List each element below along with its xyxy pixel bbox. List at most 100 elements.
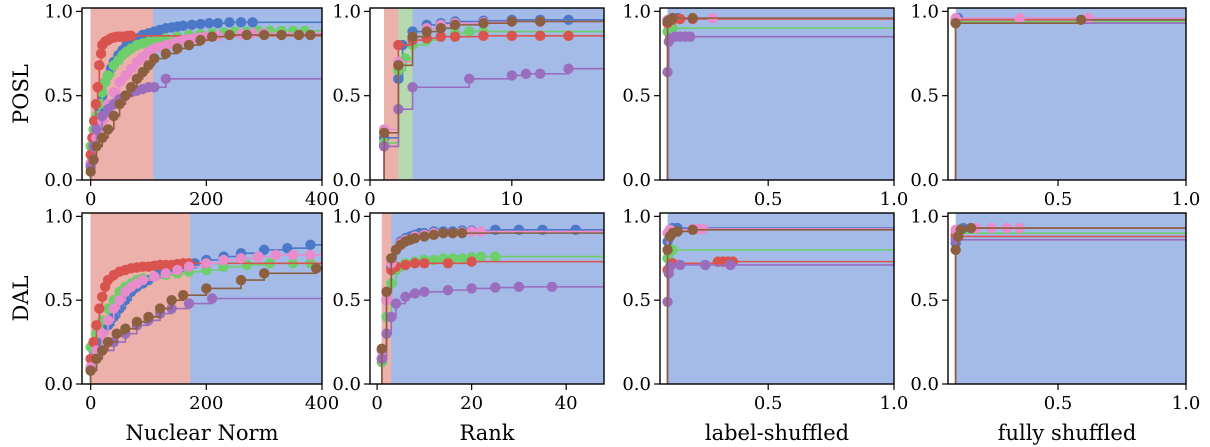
data-point-red <box>94 60 105 71</box>
data-point-red <box>534 30 546 42</box>
data-point-brown <box>120 90 131 101</box>
y-tick-label: 0.0 <box>622 170 651 191</box>
x-tick-label: 0 <box>371 393 382 414</box>
data-point-brown <box>409 232 421 244</box>
panel-0: 0.0 0.5 1.0 0 200 400 POSL <box>9 1 339 210</box>
data-point-red <box>88 115 100 127</box>
data-point-green <box>475 251 487 262</box>
data-point-red <box>90 98 102 110</box>
data-point-brown <box>478 17 489 29</box>
data-point-purple <box>407 82 418 93</box>
y-tick-label: 0.5 <box>910 290 939 311</box>
axes-frame <box>659 7 895 181</box>
data-point-blue <box>212 17 224 29</box>
data-point-pink <box>253 251 264 262</box>
data-point-brown <box>149 53 160 64</box>
data-point-brown <box>449 19 461 31</box>
data-point-blue <box>563 14 574 26</box>
data-point-purple <box>160 73 172 85</box>
data-point-pink <box>114 76 125 88</box>
data-point-purple <box>149 82 160 93</box>
x-axis-title: fully shuffled <box>998 421 1137 445</box>
y-tick-label: 1.0 <box>44 1 73 22</box>
data-point-pink <box>475 226 487 237</box>
x-tick-label: 1.0 <box>1172 189 1201 210</box>
data-point-pink <box>102 315 114 326</box>
data-point-green <box>456 253 468 264</box>
data-point-purple <box>534 68 546 79</box>
data-point-brown <box>687 224 698 235</box>
data-point-purple <box>513 281 525 292</box>
data-point-red <box>563 30 574 42</box>
data-point-pink <box>697 223 708 235</box>
y-tick-label: 0.5 <box>44 86 73 107</box>
plot-area <box>376 213 604 384</box>
data-point-brown <box>131 316 143 328</box>
plot-area <box>85 213 322 384</box>
data-point-brown <box>114 98 125 110</box>
y-tick-label: 0.5 <box>622 290 651 311</box>
data-point-brown <box>206 31 218 42</box>
data-point-green <box>464 26 475 37</box>
data-point-red <box>393 39 404 51</box>
data-point-brown <box>950 244 961 256</box>
x-tick-label: 0.5 <box>1044 189 1073 210</box>
data-point-red <box>478 30 489 42</box>
data-point-brown <box>131 73 143 85</box>
data-point-brown <box>88 154 99 165</box>
data-point-brown <box>965 222 977 234</box>
data-point-brown <box>381 286 392 297</box>
data-point-pink <box>125 63 137 74</box>
x-tick-label: 40 <box>555 393 578 414</box>
panel-6: 0.0 0.5 1.0 0.5 1.0 label-shuffled <box>622 206 908 445</box>
data-point-red <box>125 30 137 42</box>
data-point-purple <box>206 293 218 304</box>
y-tick-label: 1.0 <box>910 1 939 22</box>
data-point-brown <box>421 26 432 37</box>
data-point-pink <box>201 258 212 269</box>
data-point-red <box>466 256 477 267</box>
y-tick-label: 0.0 <box>332 374 361 395</box>
y-tick-label: 0.0 <box>44 170 73 191</box>
y-tick-label: 1.0 <box>622 206 651 227</box>
data-point-brown <box>438 227 449 239</box>
data-point-brown <box>97 345 108 356</box>
data-point-blue <box>178 20 189 31</box>
data-point-red <box>419 258 430 269</box>
y-tick-label: 1.0 <box>622 1 651 22</box>
data-point-blue <box>235 17 247 28</box>
x-tick-label: 400 <box>305 393 339 414</box>
panel-5: 0.0 0.5 1.0 0 20 40 Rank <box>332 206 605 445</box>
fill-region-0 <box>667 8 894 180</box>
data-point-brown <box>687 12 698 24</box>
data-point-pink <box>1014 12 1025 24</box>
data-point-brown <box>183 39 195 51</box>
data-point-pink <box>108 303 120 314</box>
y-tick-label: 0.0 <box>622 374 651 395</box>
x-tick-label: 0 <box>364 189 375 210</box>
data-point-red <box>95 48 107 59</box>
data-point-brown <box>224 29 235 41</box>
data-point-brown <box>419 231 430 242</box>
data-point-brown <box>672 226 683 237</box>
data-point-purple <box>97 110 108 122</box>
y-tick-label: 0.0 <box>910 374 939 395</box>
data-point-pink <box>305 249 316 261</box>
data-point-purple <box>563 63 574 74</box>
data-point-brown <box>102 124 114 135</box>
data-point-pink <box>466 226 477 237</box>
axes-frame <box>81 7 323 181</box>
data-point-pink <box>97 328 108 339</box>
y-tick-label: 1.0 <box>910 206 939 227</box>
data-point-green <box>143 36 154 47</box>
x-tick-label: 0 <box>85 393 96 414</box>
y-tick-label: 0.5 <box>332 290 361 311</box>
x-tick-label: 0.5 <box>754 189 783 210</box>
data-point-brown <box>378 127 390 138</box>
data-point-purple <box>386 311 397 323</box>
fill-region-0 <box>955 8 1186 180</box>
plot-area <box>378 8 604 180</box>
axes-frame <box>659 212 895 385</box>
data-point-red <box>442 258 454 269</box>
